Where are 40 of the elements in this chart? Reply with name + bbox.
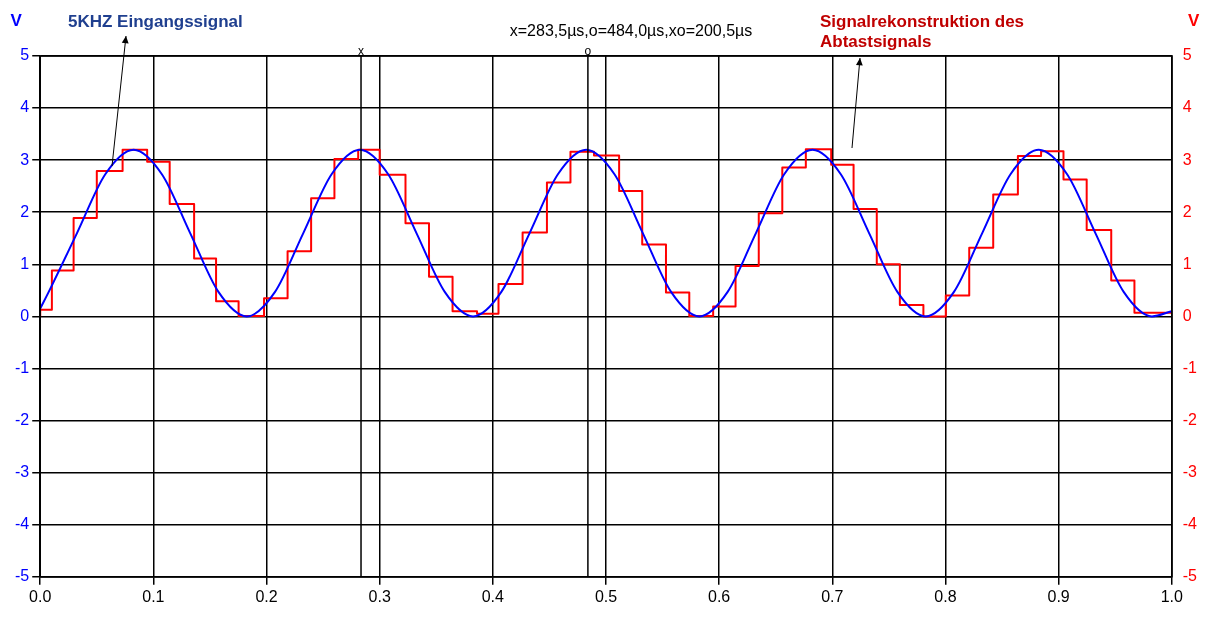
x-tick-label: 0.6 — [708, 587, 731, 605]
y2-tick-label: -1 — [1182, 358, 1198, 376]
y2-tick-label: -4 — [1182, 515, 1198, 533]
x-tick-label: 1.0 — [1160, 587, 1183, 605]
x-tick-label: 0.8 — [934, 587, 957, 605]
y-tick-label: 2 — [20, 202, 30, 220]
y2-tick-label: 1 — [1182, 254, 1192, 272]
y2-axis-title: V — [1188, 11, 1201, 31]
y-axis-title: V — [10, 11, 23, 31]
y-tick-label: -1 — [14, 358, 30, 376]
y2-tick-label: -3 — [1182, 463, 1198, 481]
y2-tick-label: -2 — [1182, 410, 1198, 428]
y-tick-label: -4 — [14, 515, 30, 533]
y-tick-label: -5 — [14, 567, 30, 585]
ref-line-label: o — [584, 44, 592, 59]
y-tick-label: 3 — [20, 150, 30, 168]
y2-tick-label: 4 — [1182, 98, 1192, 116]
x-tick-label: 0.5 — [594, 587, 618, 605]
x-tick-label: 0.4 — [481, 587, 505, 605]
y2-tick-label: 2 — [1182, 202, 1192, 220]
x-tick-label: 0.2 — [255, 587, 278, 605]
y-tick-label: 5 — [20, 46, 30, 64]
x-tick-label: 0.3 — [368, 587, 391, 605]
ref-line-label: x — [358, 44, 365, 59]
y2-tick-label: 5 — [1182, 46, 1192, 64]
text: 5KHZ Eingangssignal — [68, 12, 243, 32]
y-tick-label: 4 — [20, 98, 30, 116]
text: x=283,5µs,o=484,0µs,xo=200,5µs — [509, 22, 753, 40]
y2-tick-label: -5 — [1182, 567, 1198, 585]
y-tick-label: -3 — [14, 463, 30, 481]
x-tick-label: 0.1 — [142, 587, 165, 605]
y-tick-label: 1 — [20, 254, 30, 272]
y2-tick-label: 3 — [1182, 150, 1192, 168]
x-tick-label: 0.0 — [29, 587, 52, 605]
y-tick-label: -2 — [14, 410, 30, 428]
text: Signalrekonstruktion des Abtastsignals — [820, 12, 1025, 52]
y-tick-label: 0 — [20, 306, 30, 324]
x-tick-label: 0.9 — [1047, 587, 1070, 605]
y2-tick-label: 0 — [1182, 306, 1192, 324]
x-tick-label: 0.7 — [821, 587, 844, 605]
